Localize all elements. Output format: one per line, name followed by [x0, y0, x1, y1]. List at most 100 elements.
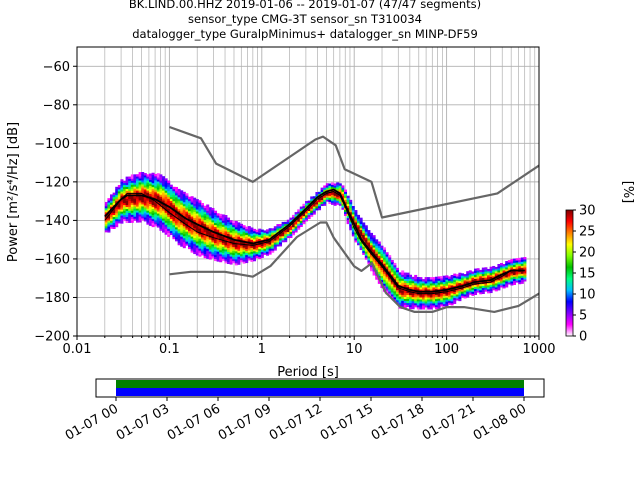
density-cell [362, 244, 366, 247]
density-cell [427, 277, 431, 280]
density-cell [507, 278, 511, 281]
density-cell [507, 272, 511, 275]
density-cell [346, 201, 350, 205]
density-cell [130, 178, 134, 181]
density-cell [138, 218, 142, 221]
density-cell [214, 224, 218, 228]
density-cell [185, 199, 189, 202]
density-cell [219, 237, 223, 241]
density-cell [216, 235, 220, 238]
density-cell [310, 206, 314, 209]
density-cell [406, 280, 410, 284]
density-cell [193, 219, 197, 223]
density-cell [310, 214, 314, 217]
density-cell [143, 175, 147, 178]
density-cell [375, 265, 379, 268]
density-cell [250, 251, 254, 254]
density-cell [201, 219, 205, 222]
density-cell [242, 245, 246, 248]
density-cell [258, 236, 262, 240]
density-cell [146, 202, 150, 205]
density-cell [302, 219, 306, 223]
density-cell [175, 232, 179, 236]
density-cell [250, 249, 254, 252]
density-cell [260, 237, 264, 240]
density-cell [201, 205, 205, 208]
density-cell [136, 196, 140, 199]
density-cell [435, 304, 439, 308]
density-cell [476, 268, 480, 271]
density-cell [240, 247, 244, 251]
density-cell [310, 196, 314, 199]
density-cell [432, 281, 436, 284]
density-cell [143, 217, 147, 220]
density-cell [427, 283, 431, 286]
density-cell [505, 269, 509, 272]
density-cell [193, 223, 197, 227]
density-cell [120, 219, 124, 222]
density-cell [432, 293, 436, 296]
density-cell [370, 248, 374, 252]
density-cell [489, 290, 493, 294]
density-cell [320, 191, 324, 195]
density-cell [299, 208, 303, 211]
colorbar-tick-label: 20 [579, 246, 596, 261]
colorbar-tick-label: 10 [579, 288, 596, 303]
density-cell [133, 188, 137, 191]
density-cell [120, 201, 124, 204]
density-cell [221, 222, 225, 225]
density-cell [500, 263, 504, 266]
density-cell [474, 274, 478, 277]
density-cell [208, 219, 212, 222]
density-cell [403, 294, 407, 297]
density-cell [219, 225, 223, 229]
density-cell [221, 216, 225, 219]
density-cell [216, 251, 220, 254]
density-cell [138, 180, 142, 183]
density-cell [484, 275, 488, 278]
density-cell [273, 244, 277, 247]
density-cell [383, 277, 387, 280]
density-cell [497, 270, 501, 273]
density-cell [198, 250, 202, 253]
density-cell [266, 233, 270, 236]
density-cell [138, 206, 142, 209]
density-cell [156, 187, 160, 190]
density-cell [416, 285, 420, 288]
density-cell [206, 232, 210, 235]
density-cell [409, 306, 413, 310]
density-cell [479, 273, 483, 277]
density-cell [266, 251, 270, 254]
density-cell [214, 254, 218, 258]
density-cell [190, 210, 194, 213]
density-cell [362, 236, 366, 239]
density-cell [419, 305, 423, 308]
density-cell [136, 198, 140, 201]
density-cell [344, 191, 348, 194]
density-cell [193, 235, 197, 239]
density-cell [429, 307, 433, 310]
density-cell [151, 194, 155, 198]
density-cell [201, 209, 205, 212]
density-cell [123, 186, 127, 190]
density-cell [185, 239, 189, 242]
density-cell [120, 195, 124, 198]
density-cell [294, 224, 298, 227]
density-cell [341, 185, 345, 188]
density-cell [240, 259, 244, 263]
density-cell [448, 300, 452, 303]
density-cell [198, 236, 202, 239]
density-cell [208, 225, 212, 228]
density-cell [240, 227, 244, 231]
density-cell [245, 238, 249, 242]
density-cell [370, 268, 374, 272]
density-cell [502, 264, 506, 267]
density-cell [151, 178, 155, 182]
density-cell [172, 222, 176, 226]
density-cell [396, 295, 400, 299]
colorbar-tick-label: 30 [579, 204, 596, 219]
density-cell [216, 239, 220, 242]
density-cell [159, 222, 163, 225]
density-cell [424, 299, 428, 302]
density-cell [294, 220, 298, 223]
